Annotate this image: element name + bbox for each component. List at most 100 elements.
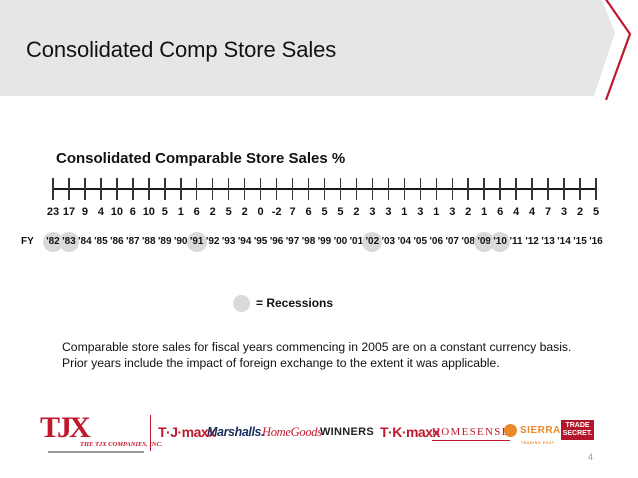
fiscal-year-recession: '10 <box>490 232 511 252</box>
title-banner <box>0 0 638 100</box>
fiscal-year: '94 <box>237 236 252 247</box>
fiscal-year: '08 <box>461 236 475 247</box>
timeline-tick <box>148 178 150 200</box>
fiscal-year: '86 <box>110 236 124 247</box>
timeline-tick <box>339 178 342 200</box>
timeline-tick <box>355 178 358 200</box>
timeline-tick <box>435 178 438 200</box>
fiscal-year: '14 <box>557 236 571 247</box>
comp-sales-value: 9 <box>81 206 88 218</box>
comp-sales-value: 2 <box>209 206 216 218</box>
sierra-logo-subtext: TRADING POST <box>521 441 555 445</box>
fy-row-label: FY <box>21 236 34 247</box>
comp-sales-value: 3 <box>417 206 424 218</box>
comp-sales-value: 1 <box>177 206 184 218</box>
fiscal-year: '13 <box>541 236 555 247</box>
comp-sales-value: 7 <box>545 206 552 218</box>
comp-sales-value: 1 <box>481 206 488 218</box>
timeline-tick <box>68 178 70 200</box>
timeline-tick <box>243 178 246 200</box>
tjx-logo-mark: TJX <box>40 411 91 444</box>
timeline-tick <box>211 178 214 200</box>
fiscal-year: '12 <box>525 236 539 247</box>
comp-sales-value: 0 <box>257 206 264 218</box>
fiscal-year-recession: '82 <box>43 232 63 252</box>
fiscal-year: '96 <box>269 236 284 247</box>
fiscal-year: '85 <box>94 236 108 247</box>
brand-logo-strip: TJX THE TJX COMPANIES, INC. T·J·maxx Mar… <box>0 405 638 455</box>
comp-sales-value: 3 <box>560 206 568 218</box>
timeline-tick <box>164 178 166 200</box>
comp-sales-value: 1 <box>433 206 440 218</box>
timeline-tick <box>419 178 422 200</box>
fiscal-year-recession: '09 <box>474 232 495 252</box>
comp-sales-value: 2 <box>241 206 248 218</box>
slide-title: Consolidated Comp Store Sales <box>26 37 337 62</box>
fiscal-year: '04 <box>397 236 412 247</box>
comp-sales-value: 2 <box>465 206 472 218</box>
comp-sales-value: 4 <box>513 206 520 218</box>
tjx-logo-subtitle: THE TJX COMPANIES, INC. <box>80 441 163 448</box>
chevron-banner-shape <box>0 0 632 100</box>
comp-sales-value: 4 <box>529 206 536 218</box>
comp-sales-value: 4 <box>97 206 104 218</box>
timeline-tick <box>595 178 597 200</box>
fiscal-year: '03 <box>381 236 396 247</box>
comp-sales-value: 5 <box>225 206 232 218</box>
fiscal-year: '11 <box>509 236 523 247</box>
comp-sales-value: 5 <box>321 206 328 218</box>
fiscal-year: '16 <box>589 236 603 247</box>
timeline-tick <box>547 178 549 200</box>
timeline-tick <box>275 178 278 200</box>
comp-sales-value: 2 <box>576 206 584 218</box>
fiscal-year: '06 <box>429 236 444 247</box>
sierra-logo-text: SIERRA <box>520 425 561 436</box>
comp-sales-value: 6 <box>305 206 312 218</box>
comp-sales-value: 1 <box>401 206 408 218</box>
timeline-tick <box>116 178 118 200</box>
footnote: Comparable store sales for fiscal years … <box>62 339 571 371</box>
timeline-tick <box>291 178 294 200</box>
comp-sales-value: 10 <box>142 206 155 218</box>
fiscal-year: '92 <box>205 236 220 247</box>
recession-legend: = Recessions <box>233 293 333 313</box>
homesense-logo: HOMESENSE <box>432 425 510 441</box>
fiscal-year: '90 <box>173 236 188 247</box>
comp-sales-value: 3 <box>449 206 456 218</box>
comp-sales-value: 6 <box>129 206 136 218</box>
comp-sales-value: 5 <box>337 206 344 218</box>
fiscal-year: '07 <box>445 236 459 247</box>
fiscal-year: '88 <box>142 236 156 247</box>
fiscal-year: '05 <box>413 236 428 247</box>
fiscal-year: '87 <box>126 236 140 247</box>
timeline-tick <box>579 178 581 200</box>
timeline-tick <box>403 178 406 200</box>
timeline-tick <box>227 178 230 200</box>
comp-sales-value: 5 <box>592 206 600 218</box>
timeline-tick <box>195 178 198 200</box>
tkmaxx-logo: T·K·maxx <box>380 424 440 440</box>
fiscal-year-recession: '91 <box>186 232 207 252</box>
fiscal-year: '95 <box>253 236 268 247</box>
fiscal-year-recession: '83 <box>58 232 79 252</box>
fiscal-year: '00 <box>333 236 348 247</box>
marshalls-logo: Marshalls. <box>207 425 265 439</box>
timeline-tick <box>100 178 102 200</box>
timeline-tick <box>132 178 134 200</box>
comp-sales-value: 3 <box>369 206 376 218</box>
trade-secret-logo: TRADE SECRET. <box>561 420 594 440</box>
homegoods-logo: HomeGoods <box>262 425 322 439</box>
timeline-tick <box>52 178 54 200</box>
comp-sales-value: 17 <box>62 206 76 218</box>
footnote-line-1: Comparable store sales for fiscal years … <box>62 340 572 354</box>
timeline-tick <box>84 178 86 200</box>
timeline-tick <box>467 178 469 200</box>
page-number: 4 <box>588 452 594 462</box>
tjmaxx-logo: T·J·maxx <box>158 424 216 440</box>
fiscal-year: '97 <box>285 236 300 247</box>
recession-marker-icon <box>233 294 250 312</box>
fiscal-year: '15 <box>573 236 587 247</box>
timeline-tick <box>515 178 517 200</box>
fiscal-year: '93 <box>221 236 236 247</box>
comp-sales-value: 7 <box>289 206 296 218</box>
